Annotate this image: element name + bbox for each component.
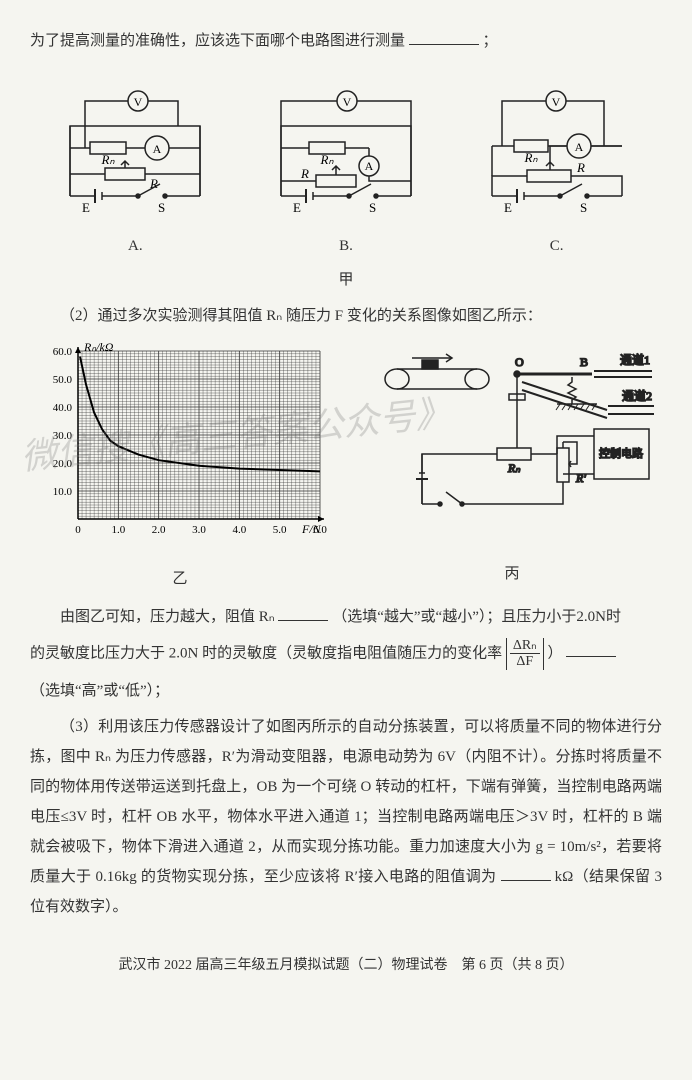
sec2-fill-3: （选填“高”或“低”）； <box>30 676 662 706</box>
device-svg: O B 通道1 通道2 <box>362 344 662 544</box>
circuit-a-svg: V A Rₙ R E S <box>50 66 220 216</box>
svg-text:Rₙ/kΩ: Rₙ/kΩ <box>83 340 114 354</box>
intro-tail: ； <box>483 33 498 49</box>
sec2-lead: （2）通过多次实验测得其阻值 Rₙ 随压力 F 变化的关系图像如图乙所示： <box>30 301 662 331</box>
svg-text:6.0: 6.0 <box>313 524 327 536</box>
svg-text:0: 0 <box>75 524 81 536</box>
svg-text:2.0: 2.0 <box>152 524 166 536</box>
svg-text:S: S <box>158 200 165 215</box>
svg-text:50.0: 50.0 <box>53 374 73 386</box>
svg-text:Rₙ: Rₙ <box>507 461 520 475</box>
graph-device-row: 微信搜《高三答案公众号》 Rₙ/kΩF/N10.020.030.040.050.… <box>30 339 662 594</box>
intro-line: 为了提高测量的准确性，应该选下面哪个电路图进行测量 ； <box>30 26 662 56</box>
circuit-a-label: A. <box>50 231 220 261</box>
circuit-c: V A Rₙ R E S C. <box>472 66 642 261</box>
frac-den: ΔF <box>510 654 540 669</box>
svg-text:V: V <box>134 95 143 109</box>
circuit-b-svg: V A Rₙ R E S <box>261 66 431 216</box>
device-bing: O B 通道1 通道2 <box>362 344 662 589</box>
svg-text:A: A <box>574 140 583 154</box>
svg-text:A: A <box>153 142 162 156</box>
svg-text:S: S <box>369 200 376 215</box>
svg-text:V: V <box>343 95 352 109</box>
circuit-b-label: B. <box>261 231 431 261</box>
svg-text:B: B <box>580 355 588 369</box>
svg-text:A: A <box>365 159 374 173</box>
sec2-fill-2: 的灵敏度比压力大于 2.0N 时的灵敏度（灵敏度指电阻值随压力的变化率 ΔRₙ … <box>30 638 662 670</box>
circuit-diagrams-row: V A Rₙ R E S A. <box>30 66 662 261</box>
svg-text:Rₙ: Rₙ <box>319 152 334 167</box>
svg-text:5.0: 5.0 <box>273 524 287 536</box>
svg-text:E: E <box>82 200 90 215</box>
intro-text: 为了提高测量的准确性，应该选下面哪个电路图进行测量 <box>30 33 405 49</box>
graph-svg: Rₙ/kΩF/N10.020.030.040.050.060.001.02.03… <box>30 339 330 549</box>
svg-text:控制电路: 控制电路 <box>599 446 643 460</box>
svg-text:S: S <box>580 200 587 215</box>
svg-text:通道2: 通道2 <box>622 389 652 403</box>
svg-text:Rₙ: Rₙ <box>523 150 538 165</box>
frac-num: ΔRₙ <box>510 638 540 654</box>
sec3-text: （3）利用该压力传感器设计了如图丙所示的自动分拣装置，可以将质量不同的物体进行分… <box>30 712 662 922</box>
blank-bigger-smaller <box>278 605 328 621</box>
group-label-jia: 甲 <box>30 265 662 295</box>
device-label-bing: 丙 <box>362 559 662 589</box>
svg-text:通道1: 通道1 <box>620 353 650 367</box>
sec3-p1: （3）利用该压力传感器设计了如图丙所示的自动分拣装置，可以将质量不同的物体进行分… <box>30 719 662 885</box>
svg-text:1.0: 1.0 <box>111 524 125 536</box>
circuit-c-svg: V A Rₙ R E S <box>472 66 642 216</box>
graph-yi: Rₙ/kΩF/N10.020.030.040.050.060.001.02.03… <box>30 339 330 594</box>
sec2-fill-1: 由图乙可知，压力越大，阻值 Rₙ （选填“越大”或“越小”）；且压力小于2.0N… <box>30 602 662 632</box>
blank-circuit-choice <box>409 29 479 45</box>
svg-text:40.0: 40.0 <box>53 402 73 414</box>
svg-text:R: R <box>300 166 309 181</box>
sec2-text-a: 由图乙可知，压力越大，阻值 Rₙ <box>60 609 278 625</box>
circuit-a: V A Rₙ R E S A. <box>50 66 220 261</box>
svg-text:E: E <box>293 200 301 215</box>
sec2-text-b: （选填“越大”或“越小”）；且压力小于2.0N时 <box>332 609 621 625</box>
svg-text:O: O <box>515 355 524 369</box>
blank-high-low <box>566 641 616 657</box>
svg-text:30.0: 30.0 <box>53 430 73 442</box>
svg-text:3.0: 3.0 <box>192 524 206 536</box>
blank-resistance <box>501 865 551 881</box>
svg-text:4.0: 4.0 <box>232 524 246 536</box>
svg-text:R: R <box>576 160 585 175</box>
svg-text:V: V <box>551 95 560 109</box>
circuit-b: V A Rₙ R E S B. <box>261 66 431 261</box>
sec2-text-c: 的灵敏度比压力大于 2.0N 时的灵敏度（灵敏度指电阻值随压力的变化率 <box>30 645 502 661</box>
page-footer: 武汉市 2022 届高三年级五月模拟试题（二）物理试卷 第 6 页（共 8 页） <box>30 952 662 980</box>
svg-text:20.0: 20.0 <box>53 458 73 470</box>
graph-label-yi: 乙 <box>30 564 330 594</box>
svg-text:60.0: 60.0 <box>53 346 73 358</box>
svg-text:Rₙ: Rₙ <box>101 152 116 167</box>
abs-fraction: ΔRₙ ΔF <box>506 638 544 670</box>
svg-text:E: E <box>504 200 512 215</box>
svg-text:R': R' <box>575 471 586 485</box>
svg-text:R: R <box>149 176 158 191</box>
svg-text:10.0: 10.0 <box>53 486 73 498</box>
sec2-text-d: ） <box>548 645 563 661</box>
circuit-c-label: C. <box>472 231 642 261</box>
